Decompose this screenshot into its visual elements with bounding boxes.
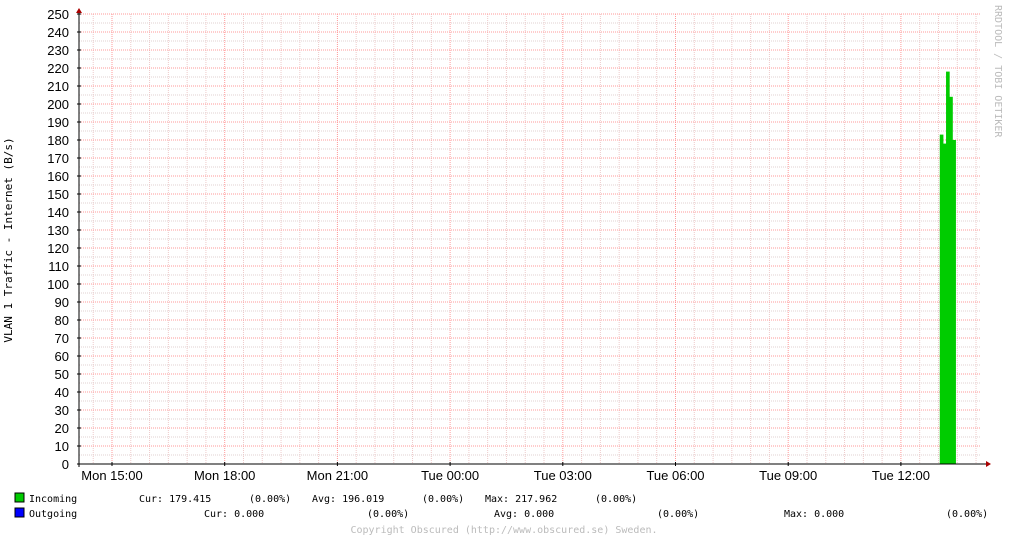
- y-tick-label: 50: [55, 367, 69, 382]
- y-tick-label: 20: [55, 421, 69, 436]
- y-tick-label: 220: [47, 61, 69, 76]
- y-tick-label: 240: [47, 25, 69, 40]
- outgoing-cur: Cur: 0.000: [204, 509, 264, 520]
- incoming-avg: Avg: 196.019: [312, 494, 384, 505]
- y-tick-label: 200: [47, 97, 69, 112]
- incoming-cur-pct: (0.00%): [249, 494, 291, 505]
- x-tick-label: Tue 03:00: [534, 468, 592, 483]
- chart-bars: [939, 71, 956, 465]
- y-tick-label: 80: [55, 313, 69, 328]
- legend: Incoming Cur: 179.415 (0.00%) Avg: 196.0…: [14, 492, 988, 520]
- x-tick-label: Mon 21:00: [307, 468, 368, 483]
- bar-incoming-4: [952, 140, 956, 464]
- y-tick-label: 230: [47, 43, 69, 58]
- copyright: Copyright Obscured (http://www.obscured.…: [350, 525, 657, 536]
- y-tick-label: 40: [55, 385, 69, 400]
- incoming-max-pct: (0.00%): [595, 494, 637, 505]
- bar-incoming-0: [939, 134, 944, 464]
- y-axis-arrow: [76, 8, 82, 13]
- x-tick-label: Tue 12:00: [872, 468, 930, 483]
- y-tick-label: 60: [55, 349, 69, 364]
- legend-label-incoming: Incoming: [29, 494, 77, 505]
- incoming-avg-pct: (0.00%): [422, 494, 464, 505]
- chart-grid: [79, 13, 981, 465]
- y-tick-label: 100: [47, 277, 69, 292]
- x-axis-arrow: [986, 461, 991, 467]
- outgoing-avg: Avg: 0.000: [494, 509, 554, 520]
- y-tick-label: 10: [55, 439, 69, 454]
- legend-item-incoming: Incoming Cur: 179.415 (0.00%) Avg: 196.0…: [14, 492, 637, 505]
- y-tick-label: 180: [47, 133, 69, 148]
- legend-swatch-incoming: [14, 492, 25, 503]
- outgoing-cur-pct: (0.00%): [367, 509, 409, 520]
- bar-incoming-2: [946, 71, 950, 464]
- y-tick-label: 90: [55, 295, 69, 310]
- y-tick-label: 210: [47, 79, 69, 94]
- y-tick-label: 150: [47, 187, 69, 202]
- y-tick-labels: 0 10 20 30 40 50 60 70 80 90 100 110 120 130 140 150 160…: [47, 7, 69, 472]
- bar-incoming-1: [942, 143, 947, 464]
- chart-axes: [76, 8, 991, 467]
- legend-swatch-outgoing: [14, 507, 25, 518]
- legend-label-outgoing: Outgoing: [29, 509, 77, 520]
- outgoing-max-pct: (0.00%): [946, 509, 988, 520]
- y-tick-label: 250: [47, 7, 69, 22]
- y-axis-label: VLAN 1 Traffic - Internet (B/s): [2, 137, 15, 342]
- y-tick-label: 70: [55, 331, 69, 346]
- incoming-max: Max: 217.962: [485, 494, 557, 505]
- legend-item-outgoing: Outgoing Cur: 0.000 (0.00%) Avg: 0.000 (…: [14, 507, 988, 520]
- watermark: RRDTOOL / TOBI OETIKER: [992, 5, 1003, 138]
- x-tick-label: Tue 06:00: [646, 468, 704, 483]
- y-tick-label: 130: [47, 223, 69, 238]
- outgoing-max: Max: 0.000: [784, 509, 844, 520]
- x-tick-label: Mon 18:00: [194, 468, 255, 483]
- y-tick-label: 30: [55, 403, 69, 418]
- incoming-cur: Cur: 179.415: [139, 494, 211, 505]
- y-tick-label: 110: [48, 259, 69, 274]
- x-tick-label: Tue 09:00: [759, 468, 817, 483]
- x-tick-label: Tue 00:00: [421, 468, 479, 483]
- y-tick-label: 190: [47, 115, 69, 130]
- x-tick-labels: Mon 15:00 Mon 18:00 Mon 21:00 Tue 00:00 Tue …: [81, 468, 930, 483]
- y-tick-label: 140: [47, 205, 69, 220]
- outgoing-avg-pct: (0.00%): [657, 509, 699, 520]
- bar-incoming-3: [949, 96, 953, 465]
- x-tick-label: Mon 15:00: [81, 468, 142, 483]
- y-tick-label: 120: [47, 241, 69, 256]
- y-tick-label: 160: [47, 169, 69, 184]
- y-tick-label: 0: [62, 457, 69, 472]
- y-tick-label: 170: [47, 151, 69, 166]
